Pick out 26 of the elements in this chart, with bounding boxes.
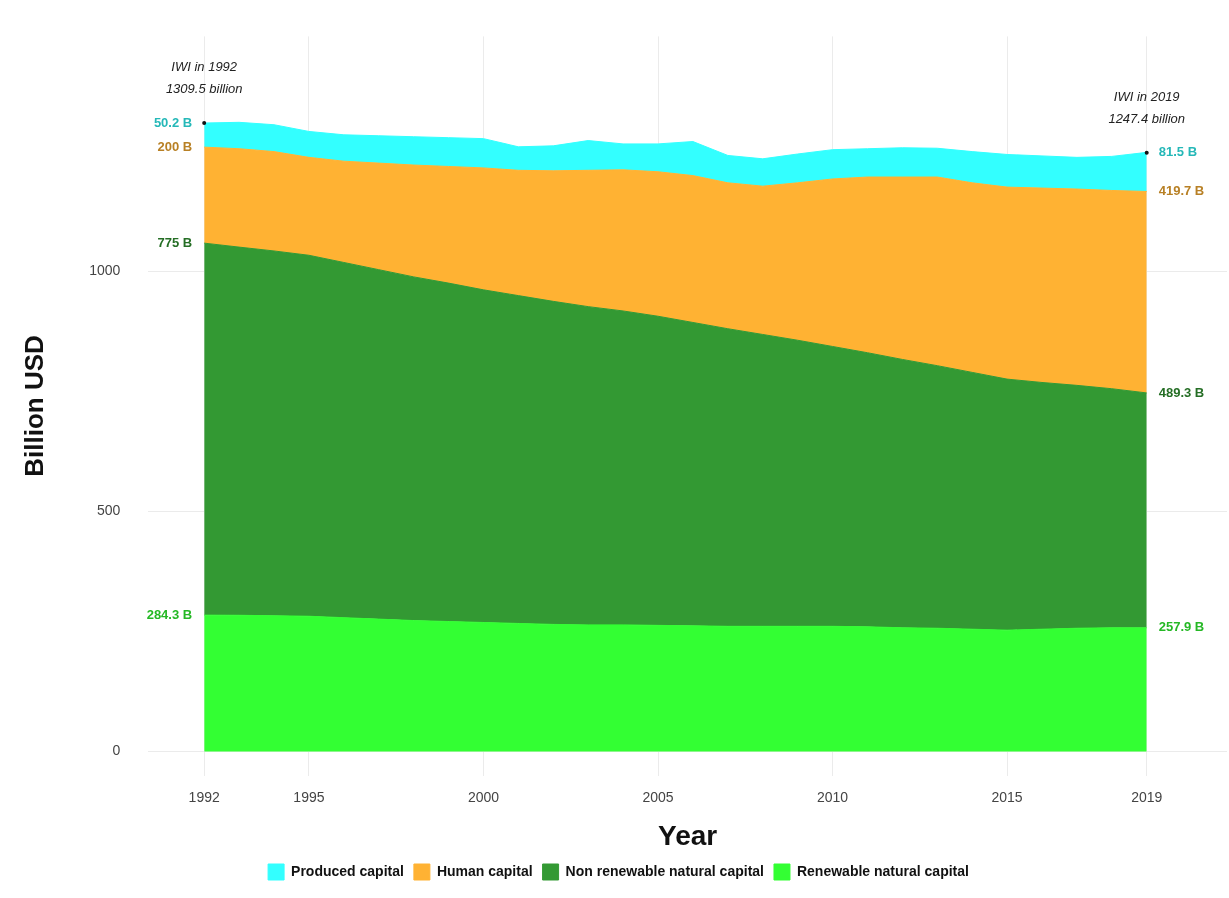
y-axis-title: Billion USD bbox=[18, 335, 49, 477]
x-axis-title: Year bbox=[658, 819, 718, 851]
x-tick-label: 1992 bbox=[188, 788, 220, 805]
legend-label: Renewable natural capital bbox=[796, 862, 969, 879]
x-tick-label: 2005 bbox=[642, 788, 674, 805]
data-label: 257.9 B bbox=[1158, 619, 1205, 635]
data-label: 284.3 B bbox=[146, 606, 193, 622]
x-tick-label: 2015 bbox=[991, 788, 1023, 805]
data-label: 489.3 B bbox=[1158, 384, 1205, 400]
x-tick-label: 2000 bbox=[467, 788, 500, 805]
data-label: 419.7 B bbox=[1158, 183, 1205, 199]
y-tick-label: 1000 bbox=[89, 262, 121, 279]
data-label: 81.5 B bbox=[1158, 143, 1198, 159]
legend-label: Produced capital bbox=[291, 862, 404, 879]
data-label: 50.2 B bbox=[153, 114, 193, 130]
legend-label: Non renewable natural capital bbox=[565, 862, 764, 879]
annotation: IWI in 2019 1247.4 billion bbox=[1108, 88, 1186, 126]
data-label: 200 B bbox=[157, 138, 193, 154]
x-tick-label: 1995 bbox=[293, 788, 325, 805]
y-tick-label: 0 bbox=[112, 742, 121, 759]
annotation: IWI in 1992 1309.5 billion bbox=[165, 59, 243, 97]
data-label: 775 B bbox=[157, 234, 193, 250]
x-tick-label: 2019 bbox=[1131, 788, 1163, 805]
legend-label: Human capital bbox=[436, 862, 533, 879]
x-tick-label: 2010 bbox=[816, 788, 849, 805]
y-tick-label: 500 bbox=[96, 502, 121, 519]
